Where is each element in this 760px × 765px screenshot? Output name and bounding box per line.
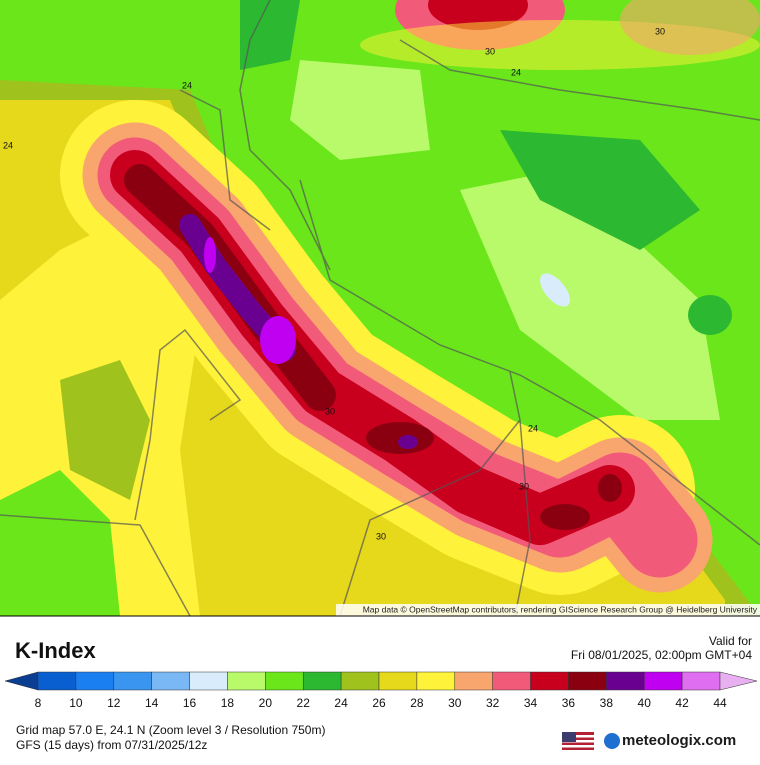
colorbar-tick-label: 16 (183, 696, 197, 710)
contour-label: 24 (3, 140, 13, 150)
colorbar-swatch (416, 671, 456, 691)
contour-label: 30 (519, 481, 529, 491)
contour-label: 24 (528, 423, 538, 433)
attribution-bg (336, 604, 760, 616)
field (240, 0, 300, 70)
colorbar-tick-label: 28 (410, 696, 424, 710)
colorbar-swatch (227, 671, 266, 691)
field (500, 130, 700, 250)
colorbar-tick-label: 34 (524, 696, 538, 710)
contour-label: 30 (376, 531, 386, 541)
valid-time: Fri 08/01/2025, 02:00pm GMT+04 (571, 648, 752, 662)
band (540, 504, 590, 530)
contour-label: 30 (655, 26, 665, 36)
band (398, 435, 418, 449)
brand[interactable]: meteologix.com (622, 732, 736, 749)
valid-label: Valid for (709, 634, 752, 648)
colorbar-tick-label: 24 (334, 696, 348, 710)
colorbar-tick-label: 38 (600, 696, 614, 710)
contour-label: 30 (325, 406, 335, 416)
field (0, 470, 120, 616)
contour-label: 30 (485, 46, 495, 56)
colorbar-swatch (265, 671, 304, 691)
contour-label: 24 (511, 67, 521, 77)
colorbar-tick-label: 12 (107, 696, 121, 710)
band (620, 0, 760, 55)
contour-labels: 30 30 24 24 24 30 24 30 30 (3, 26, 665, 541)
colorbar-swatch (113, 671, 152, 691)
map: 30 30 24 24 24 30 24 30 30 Map data © OpenStreet… (0, 0, 760, 616)
legend-title: K-Index (15, 638, 96, 663)
flag (562, 732, 594, 750)
logo-icon (604, 733, 620, 749)
colorbar: 8 10 12 14 16 18 20 22 24 26 28 30 32 34 36 38 40 42 44 (4, 671, 758, 710)
colorbar-swatch (302, 671, 342, 691)
colorbar-arrow (4, 671, 39, 691)
colorbar-swatch (492, 671, 531, 691)
colorbar-tick-label: 14 (145, 696, 159, 710)
colorbar-swatch (606, 671, 645, 691)
colorbar-swatch (151, 671, 190, 691)
colorbar-swatch (340, 671, 380, 691)
band (204, 237, 216, 273)
colorbar-tick-label: 22 (297, 696, 311, 710)
colorbar-tick-label: 26 (372, 696, 386, 710)
colorbar-swatch (75, 671, 115, 691)
colorbar-tick-label: 8 (35, 696, 42, 710)
colorbar-swatch (37, 671, 77, 691)
colorbar-tick-label: 40 (638, 696, 652, 710)
attribution: Map data © OpenStreetMap contributors, r… (363, 604, 758, 614)
colorbar-tick-label: 42 (675, 696, 689, 710)
colorbar-tick-label: 20 (259, 696, 273, 710)
colorbar-tick-label: 18 (221, 696, 235, 710)
field (688, 295, 732, 335)
colorbar-swatch (643, 671, 683, 691)
model-info: GFS (15 days) from 07/31/2025/12z (16, 738, 207, 752)
colorbar-swatch (568, 671, 607, 691)
colorbar-swatch (454, 671, 493, 691)
colorbar-tick-label: 10 (69, 696, 83, 710)
colorbar-swatch (189, 671, 228, 691)
field (60, 360, 150, 500)
lake (540, 273, 570, 307)
borders (0, 0, 760, 616)
colorbar-swatch (681, 671, 721, 691)
band (260, 316, 296, 364)
colorbar-tick-label: 44 (713, 696, 727, 710)
colorbar-swatch (530, 671, 569, 691)
colorbar-tick-label: 32 (486, 696, 500, 710)
colorbar-arrow (719, 671, 758, 691)
contour-label: 24 (182, 80, 192, 90)
field (290, 60, 430, 160)
grid-info: Grid map 57.0 E, 24.1 N (Zoom level 3 / … (16, 723, 325, 737)
colorbar-tick-label: 36 (562, 696, 576, 710)
band (598, 474, 622, 502)
field (460, 170, 720, 420)
colorbar-swatch (378, 671, 418, 691)
colorbar-tick-label: 30 (448, 696, 462, 710)
